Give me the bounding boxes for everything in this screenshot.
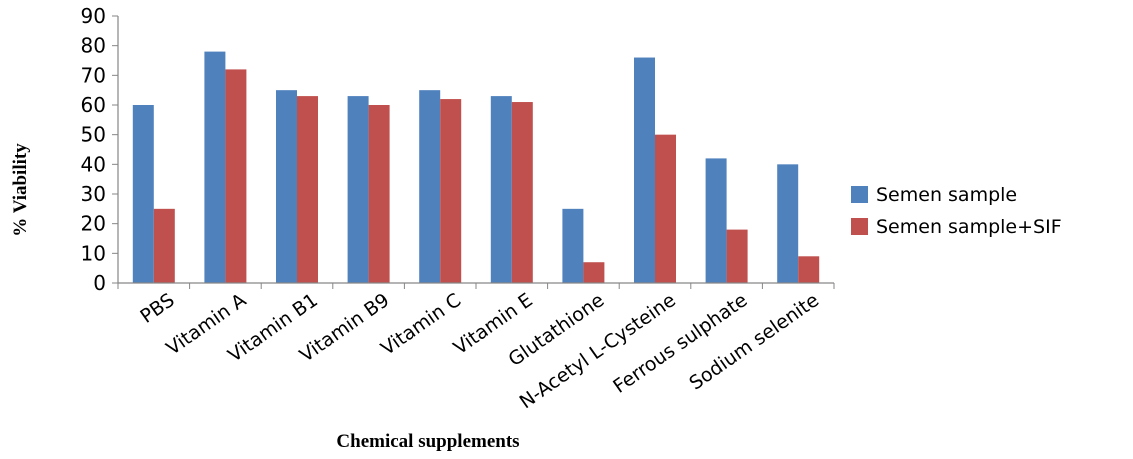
bar-semen-sample: [562, 208, 584, 283]
legend: Semen sample Semen sample+SIF: [851, 184, 1062, 238]
bar-semen-sample-sif: [583, 262, 605, 283]
legend-label: Semen sample+SIF: [876, 216, 1062, 238]
axes: [117, 16, 835, 289]
x-category-label: Vitamin C: [377, 289, 465, 360]
y-tick-label: 30: [81, 182, 106, 206]
y-tick-label: 0: [93, 271, 106, 295]
bar-semen-sample: [490, 96, 512, 283]
y-axis-title: % Viability: [10, 143, 31, 237]
x-category-label: PBS: [136, 289, 178, 328]
legend-label: Semen sample: [876, 184, 1017, 206]
legend-swatch: [851, 218, 868, 235]
bar-semen-sample-sif: [798, 256, 820, 283]
y-tick-label: 60: [81, 93, 106, 117]
bar-semen-sample-sif: [726, 229, 748, 283]
bar-semen-sample: [276, 90, 297, 284]
y-tick-label: 20: [81, 212, 106, 236]
y-axis-ticks: 0 10 20 30 40 50 60 70 80 90: [81, 4, 118, 295]
bar-semen-sample-sif: [297, 96, 318, 283]
y-tick-label: 40: [81, 152, 106, 176]
bars: [132, 51, 820, 284]
bar-semen-sample: [634, 57, 655, 284]
bar-semen-sample: [777, 164, 799, 283]
bar-semen-sample: [347, 96, 369, 283]
bar-semen-sample: [204, 51, 226, 283]
bar-semen-sample: [419, 90, 441, 284]
bar-semen-sample-sif: [655, 134, 676, 283]
bar-semen-sample: [705, 158, 727, 283]
x-category-label: Ferrous sulphate: [609, 289, 751, 398]
x-axis-title: Chemical supplements: [336, 431, 519, 452]
x-category-label: Sodium selenite: [685, 289, 823, 395]
y-tick-label: 10: [81, 241, 106, 265]
bar-semen-sample-sif: [440, 99, 462, 283]
y-tick-label: 70: [81, 63, 106, 87]
bar-semen-sample-sif: [511, 102, 533, 284]
bar-semen-sample: [132, 105, 154, 283]
bar-semen-sample-sif: [368, 105, 390, 283]
y-tick-label: 50: [81, 123, 106, 147]
y-tick-label: 90: [81, 4, 106, 28]
bar-semen-sample-sif: [225, 69, 247, 284]
legend-swatch: [851, 186, 868, 203]
bar-semen-sample-sif: [153, 208, 175, 283]
y-tick-label: 80: [81, 34, 106, 58]
